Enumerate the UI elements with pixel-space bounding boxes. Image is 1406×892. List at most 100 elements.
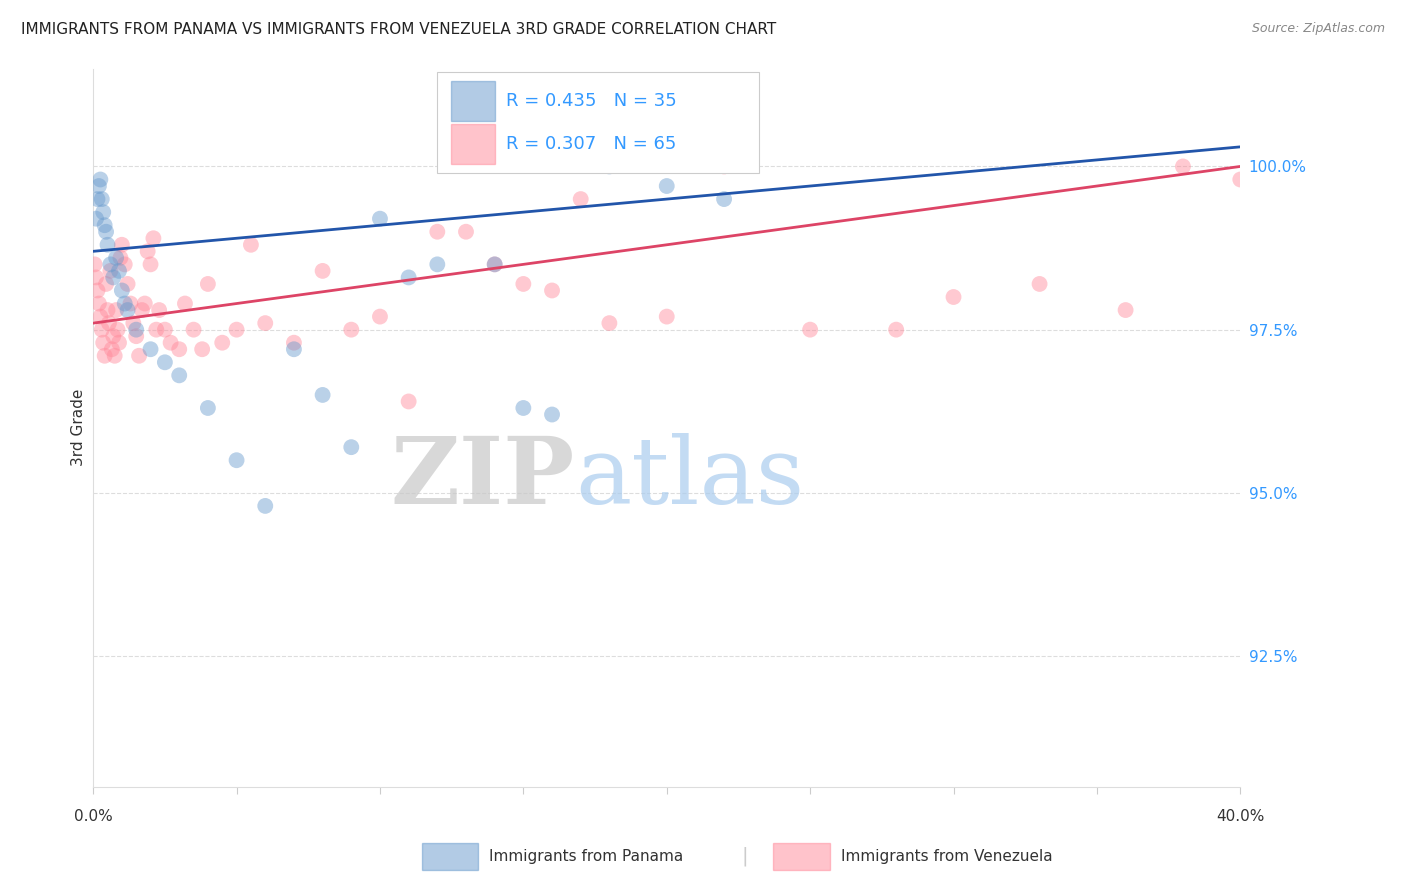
- Point: [153, 323, 176, 337]
- Point: [111, 284, 134, 298]
- Y-axis label: 3rd Grade: 3rd Grade: [72, 389, 86, 467]
- Text: |: |: [742, 847, 748, 866]
- Point: [598, 316, 620, 330]
- Point: [111, 237, 134, 252]
- Point: [107, 323, 129, 337]
- Text: 0.0%: 0.0%: [73, 809, 112, 824]
- Text: 40.0%: 40.0%: [1216, 809, 1264, 824]
- Point: [340, 440, 363, 454]
- Point: [131, 303, 153, 318]
- Point: [136, 244, 159, 259]
- Point: [86, 284, 108, 298]
- Point: [541, 284, 564, 298]
- Point: [90, 192, 112, 206]
- Point: [134, 296, 156, 310]
- Point: [91, 205, 114, 219]
- Point: [100, 264, 122, 278]
- Point: [108, 335, 131, 350]
- Point: [197, 277, 219, 291]
- Point: [197, 401, 219, 415]
- Point: [139, 343, 162, 357]
- Point: [103, 270, 125, 285]
- Point: [398, 270, 420, 285]
- Point: [655, 310, 678, 324]
- Point: [283, 335, 305, 350]
- Text: R = 0.307   N = 65: R = 0.307 N = 65: [506, 135, 676, 153]
- Point: [1171, 160, 1194, 174]
- Point: [145, 323, 167, 337]
- Point: [183, 323, 205, 337]
- Point: [368, 211, 391, 226]
- Point: [799, 323, 821, 337]
- Point: [128, 349, 150, 363]
- Point: [426, 225, 449, 239]
- Point: [94, 225, 117, 239]
- Point: [174, 296, 197, 310]
- Point: [84, 211, 107, 226]
- Point: [167, 368, 190, 383]
- Point: [454, 225, 477, 239]
- Point: [90, 323, 112, 337]
- Text: Source: ZipAtlas.com: Source: ZipAtlas.com: [1251, 22, 1385, 36]
- Text: R = 0.435   N = 35: R = 0.435 N = 35: [506, 92, 676, 110]
- Point: [254, 499, 277, 513]
- Point: [89, 310, 111, 324]
- Point: [311, 264, 333, 278]
- Point: [125, 323, 148, 337]
- Text: IMMIGRANTS FROM PANAMA VS IMMIGRANTS FROM VENEZUELA 3RD GRADE CORRELATION CHART: IMMIGRANTS FROM PANAMA VS IMMIGRANTS FRO…: [21, 22, 776, 37]
- Point: [598, 160, 620, 174]
- Point: [104, 349, 127, 363]
- Point: [114, 296, 136, 310]
- Point: [884, 323, 907, 337]
- Point: [108, 264, 131, 278]
- Point: [105, 303, 128, 318]
- Point: [103, 329, 125, 343]
- Point: [225, 453, 247, 467]
- Point: [484, 257, 506, 271]
- Point: [117, 303, 139, 318]
- Point: [655, 179, 678, 194]
- Point: [84, 270, 107, 285]
- Point: [512, 277, 534, 291]
- Point: [398, 394, 420, 409]
- Point: [142, 231, 165, 245]
- Point: [93, 349, 115, 363]
- Text: Immigrants from Venezuela: Immigrants from Venezuela: [841, 849, 1053, 863]
- Point: [139, 257, 162, 271]
- Point: [942, 290, 965, 304]
- Point: [96, 237, 118, 252]
- Point: [254, 316, 277, 330]
- Point: [541, 408, 564, 422]
- Text: atlas: atlas: [575, 433, 804, 523]
- FancyBboxPatch shape: [451, 81, 495, 120]
- Point: [114, 257, 136, 271]
- Point: [569, 192, 592, 206]
- Point: [713, 160, 735, 174]
- Point: [117, 277, 139, 291]
- Point: [512, 401, 534, 415]
- Point: [110, 251, 132, 265]
- Point: [1115, 303, 1137, 318]
- Point: [191, 343, 214, 357]
- FancyBboxPatch shape: [451, 124, 495, 163]
- Point: [167, 343, 190, 357]
- Point: [283, 343, 305, 357]
- Point: [122, 316, 145, 330]
- Text: ZIP: ZIP: [391, 433, 575, 523]
- Point: [484, 257, 506, 271]
- Point: [87, 296, 110, 310]
- Point: [87, 179, 110, 194]
- Point: [94, 277, 117, 291]
- Point: [96, 303, 118, 318]
- Point: [1229, 172, 1251, 186]
- Point: [93, 218, 115, 232]
- Point: [86, 192, 108, 206]
- Point: [125, 329, 148, 343]
- Point: [159, 335, 181, 350]
- Point: [1028, 277, 1050, 291]
- Point: [426, 257, 449, 271]
- Point: [91, 335, 114, 350]
- Point: [97, 316, 120, 330]
- Point: [100, 257, 122, 271]
- FancyBboxPatch shape: [437, 72, 758, 173]
